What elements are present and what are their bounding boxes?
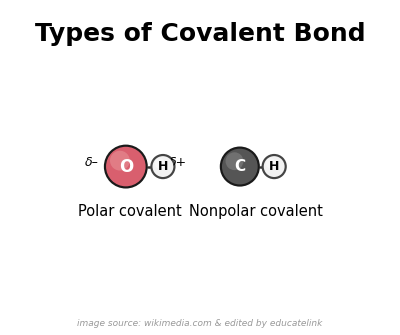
Circle shape xyxy=(104,145,148,189)
Text: image source: wikimedia.com & edited by educatelink: image source: wikimedia.com & edited by … xyxy=(77,319,323,328)
Circle shape xyxy=(110,151,130,171)
Text: H: H xyxy=(269,160,279,173)
Circle shape xyxy=(106,147,146,186)
Text: O: O xyxy=(119,157,133,176)
Text: Types of Covalent Bond: Types of Covalent Bond xyxy=(35,22,365,46)
Circle shape xyxy=(220,146,260,187)
Text: C: C xyxy=(234,159,245,174)
Text: H: H xyxy=(158,160,168,173)
Text: Nonpolar covalent: Nonpolar covalent xyxy=(189,204,323,219)
Text: δ+: δ+ xyxy=(169,156,187,169)
Circle shape xyxy=(226,152,244,170)
Circle shape xyxy=(264,156,285,177)
Circle shape xyxy=(152,156,173,177)
Circle shape xyxy=(222,149,258,184)
Circle shape xyxy=(154,158,165,169)
Circle shape xyxy=(266,158,276,169)
Circle shape xyxy=(262,154,287,179)
Text: δ–: δ– xyxy=(84,156,98,169)
Circle shape xyxy=(150,154,176,179)
Text: Polar covalent: Polar covalent xyxy=(78,204,182,219)
